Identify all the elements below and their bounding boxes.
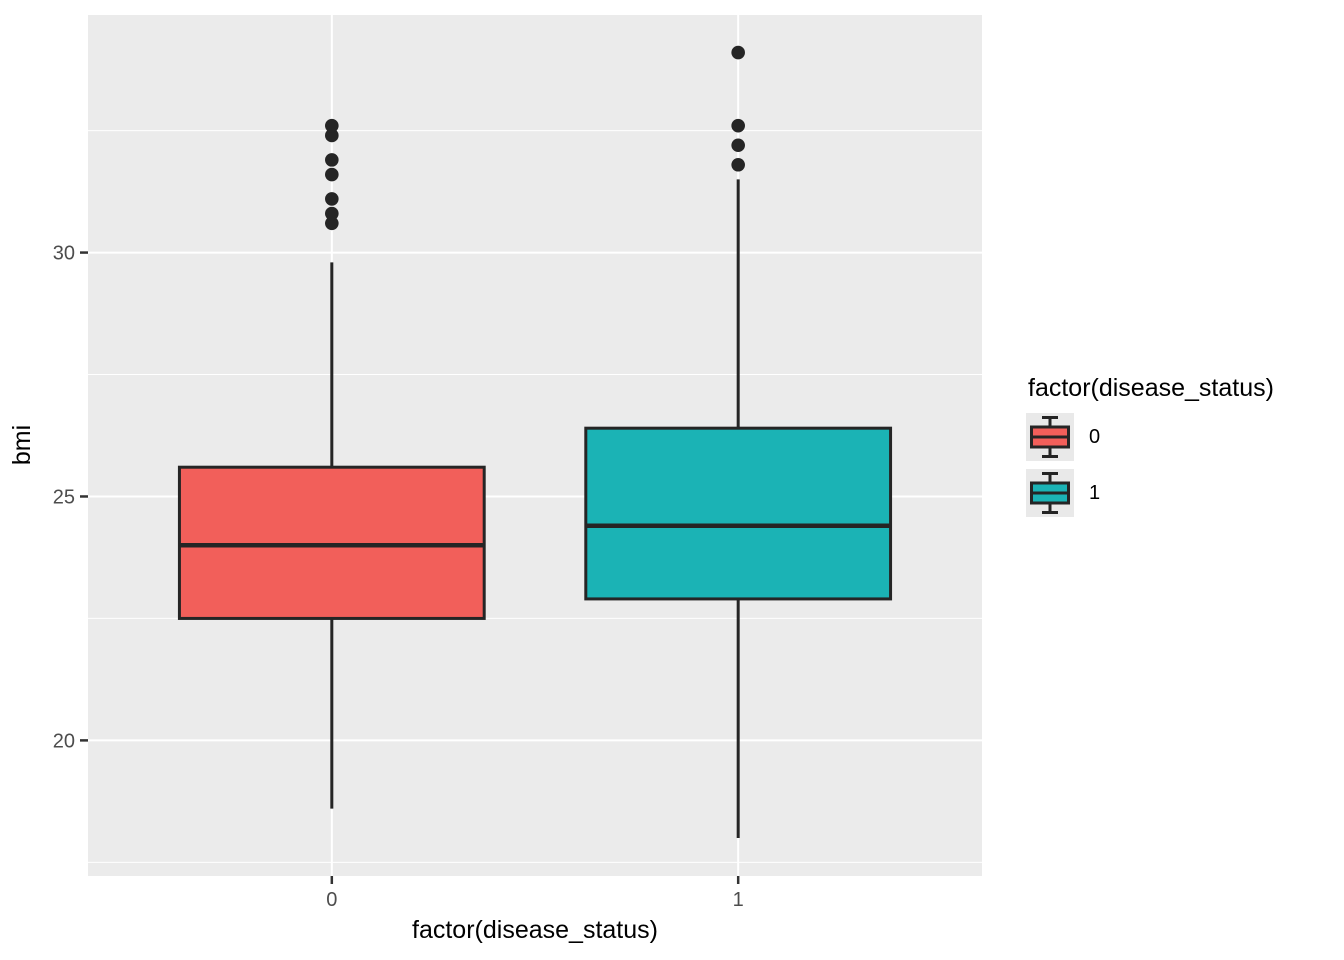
- outlier-point: [731, 45, 745, 60]
- box-group-0: [177, 465, 486, 620]
- legend-entry-0: 0: [1026, 413, 1344, 461]
- outlier-point: [325, 118, 339, 133]
- box-group-1: [584, 426, 893, 601]
- legend-label: 1: [1089, 481, 1101, 504]
- outlier-point: [325, 192, 339, 206]
- outlier-point: [731, 138, 745, 153]
- outlier-point: [325, 128, 339, 143]
- legend-key-boxplot-glyph: [1026, 413, 1074, 461]
- y-tick-label: 30: [53, 243, 75, 265]
- outlier-point: [325, 167, 339, 182]
- legend-key-boxplot-glyph: [1026, 469, 1074, 517]
- x-tick-label: 0: [326, 889, 337, 911]
- legend-entry-1: 1: [1026, 469, 1344, 517]
- outlier-point: [731, 118, 745, 133]
- legend-title: factor(disease_status): [1028, 374, 1274, 402]
- outlier-point: [325, 206, 339, 221]
- y-axis-title: bmi: [8, 425, 36, 465]
- x-tick-label: 1: [733, 889, 744, 911]
- y-tick-label: 20: [53, 730, 75, 752]
- outlier-point: [325, 153, 339, 167]
- legend-label: 0: [1089, 425, 1101, 448]
- outlier-point: [731, 157, 745, 172]
- outlier-point: [325, 216, 339, 231]
- x-axis-title: factor(disease_status): [412, 916, 658, 944]
- y-tick-label: 25: [53, 486, 75, 508]
